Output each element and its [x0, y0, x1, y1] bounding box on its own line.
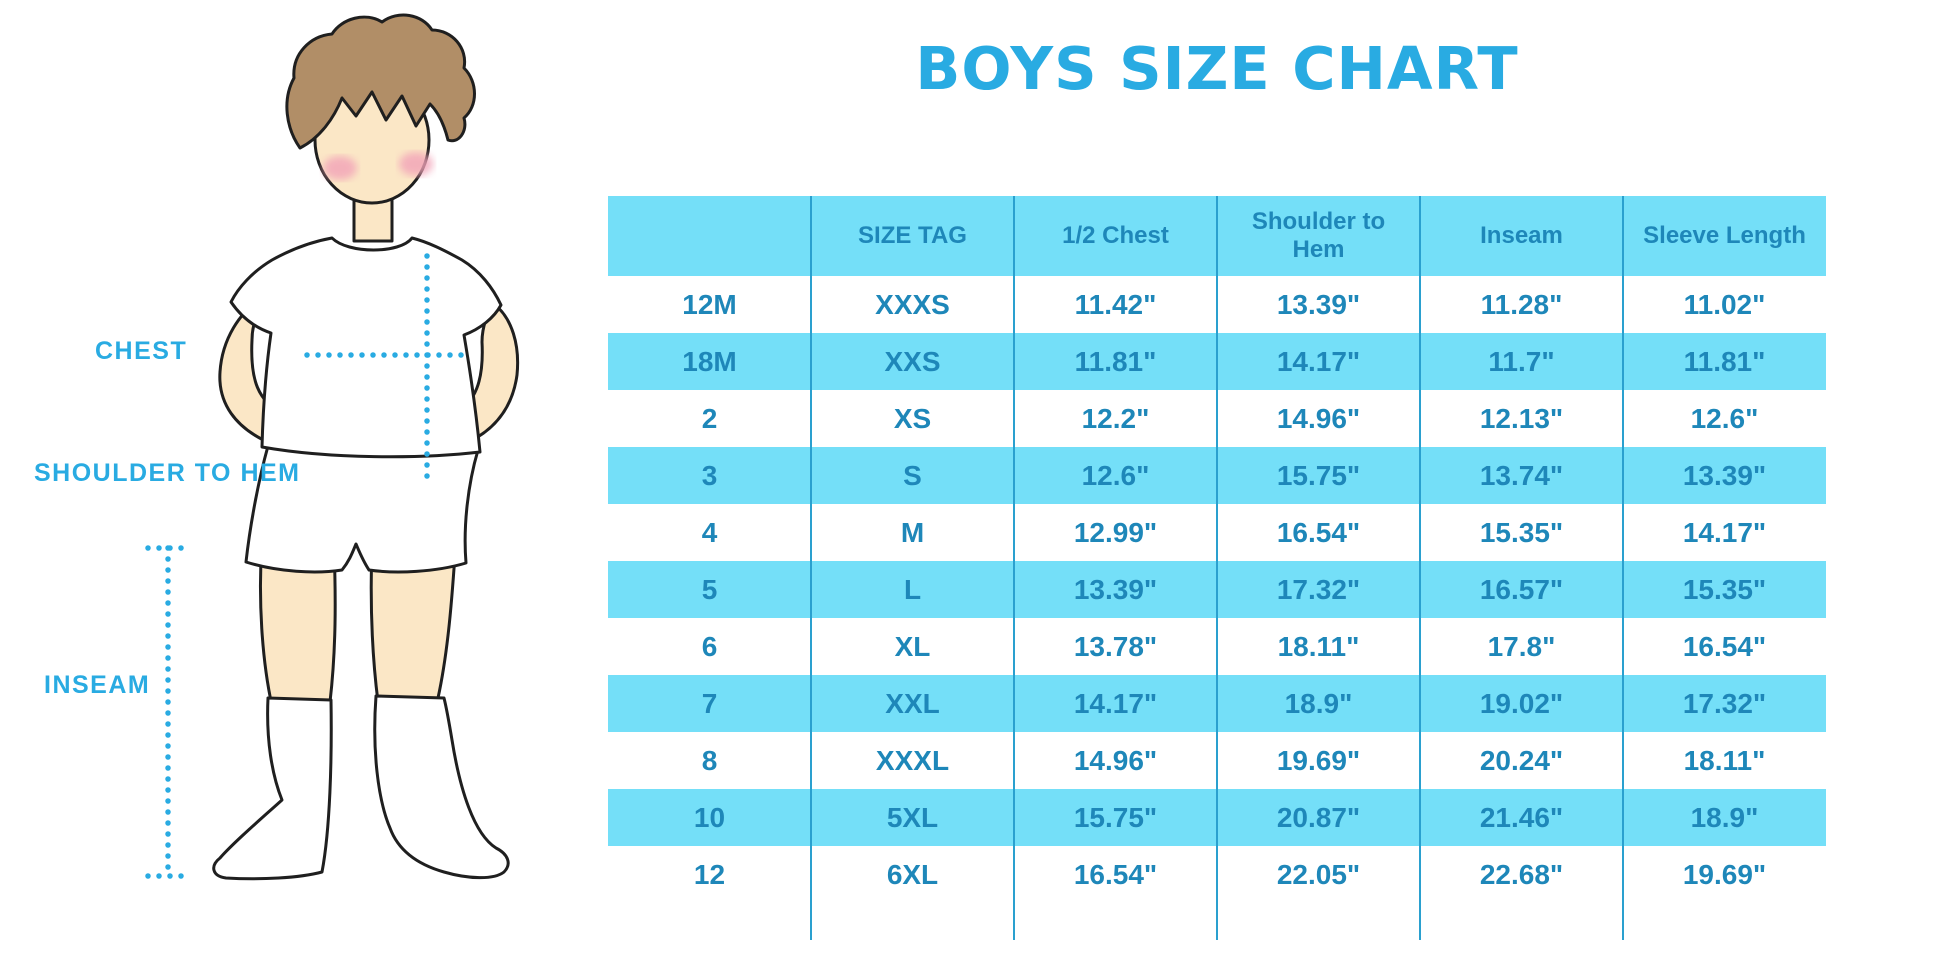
cheek-left — [323, 156, 357, 180]
value-cell: XL — [894, 630, 931, 662]
table-row: 6 XL 13.78" 18.11" 17.8" 16.54" — [608, 618, 1826, 675]
value-cell: 13.39" — [1073, 573, 1158, 605]
value-cell: 11.02" — [1683, 288, 1766, 320]
value-cell: XXS — [884, 345, 941, 377]
value-cell: 19.69" — [1682, 858, 1767, 890]
col-header-shoulder-to-hem: Shoulder to Hem — [1251, 208, 1386, 263]
value-cell: 15.75" — [1073, 801, 1158, 833]
value-cell: 11.7" — [1488, 345, 1555, 377]
value-cell: 19.69" — [1276, 744, 1361, 776]
sock-right — [373, 694, 510, 880]
value-cell: 15.35" — [1479, 516, 1564, 548]
value-cell: 13.78" — [1073, 630, 1158, 662]
value-cell: 11.81" — [1683, 345, 1766, 377]
size-table: SIZE TAG 1/2 Chest Shoulder to Hem Insea… — [608, 196, 1826, 940]
value-cell: 15.75" — [1276, 459, 1361, 491]
value-cell: 18.9" — [1284, 687, 1353, 719]
chest-label: CHEST — [95, 337, 188, 365]
value-cell: 16.57" — [1479, 573, 1564, 605]
value-cell: 11.28" — [1480, 288, 1563, 320]
size-cell: 7 — [701, 687, 718, 719]
table-row: 4 M 12.99" 16.54" 15.35" 14.17" — [608, 504, 1826, 561]
cheek-right — [399, 152, 433, 176]
shoulder-to-hem-label: SHOULDER TO HEM — [34, 459, 301, 487]
value-cell: M — [900, 516, 925, 548]
inseam-label: INSEAM — [44, 671, 151, 699]
value-cell: 14.17" — [1073, 687, 1158, 719]
size-cell: 18M — [682, 345, 737, 377]
size-cell: 6 — [701, 630, 718, 662]
boy-illustration — [145, 13, 520, 881]
value-cell: 11.42" — [1074, 288, 1157, 320]
value-cell: 15.35" — [1682, 573, 1767, 605]
value-cell: 17.8" — [1487, 630, 1556, 662]
value-cell: XXXS — [875, 288, 950, 320]
shirt — [229, 236, 503, 459]
value-cell: 20.24" — [1479, 744, 1564, 776]
col-header-inseam: Inseam — [1480, 222, 1563, 250]
col-header-sleeve-length: Sleeve Length — [1643, 222, 1806, 250]
value-cell: 14.17" — [1276, 345, 1361, 377]
value-cell: 16.54" — [1682, 630, 1767, 662]
sock-left — [212, 696, 333, 881]
value-cell: 11.81" — [1074, 345, 1157, 377]
value-cell: 12.13" — [1479, 402, 1564, 434]
value-cell: 14.17" — [1682, 516, 1767, 548]
value-cell: 17.32" — [1276, 573, 1361, 605]
value-cell: 19.02" — [1479, 687, 1564, 719]
value-cell: 21.46" — [1479, 801, 1564, 833]
column-divider — [1622, 196, 1624, 940]
column-divider — [810, 196, 812, 940]
table-row: 12M XXXS 11.42" 13.39" 11.28" 11.02" — [608, 276, 1826, 333]
value-cell: 12.6" — [1690, 402, 1759, 434]
value-cell: 12.2" — [1081, 402, 1150, 434]
value-cell: 12.6" — [1081, 459, 1150, 491]
value-cell: XXXL — [875, 744, 950, 776]
size-cell: 10 — [693, 801, 726, 833]
value-cell: 13.39" — [1682, 459, 1767, 491]
shorts — [244, 444, 480, 574]
column-divider — [1216, 196, 1218, 940]
value-cell: 22.68" — [1479, 858, 1564, 890]
col-header-half-chest: 1/2 Chest — [1062, 222, 1169, 250]
table-row: 12 6XL 16.54" 22.05" 22.68" 19.69" — [608, 846, 1826, 903]
value-cell: 14.96" — [1073, 744, 1158, 776]
value-cell: 13.39" — [1276, 288, 1361, 320]
value-cell: 22.05" — [1276, 858, 1361, 890]
value-cell: 13.74" — [1479, 459, 1564, 491]
col-header-size-tag: SIZE TAG — [858, 222, 967, 250]
value-cell: XS — [893, 402, 932, 434]
page-title: BOYS SIZE CHART — [915, 34, 1519, 103]
value-cell: L — [903, 573, 922, 605]
value-cell: 20.87" — [1276, 801, 1361, 833]
value-cell: 5XL — [886, 801, 939, 833]
size-cell: 3 — [701, 459, 718, 491]
size-cell: 12M — [682, 288, 737, 320]
value-cell: S — [903, 459, 922, 491]
table-row: 2 XS 12.2" 14.96" 12.13" 12.6" — [608, 390, 1826, 447]
column-divider — [1013, 196, 1015, 940]
value-cell: 18.9" — [1690, 801, 1759, 833]
value-cell: XXL — [885, 687, 940, 719]
table-row: 8 XXXL 14.96" 19.69" 20.24" 18.11" — [608, 732, 1826, 789]
size-cell: 2 — [701, 402, 718, 434]
value-cell: 17.32" — [1682, 687, 1767, 719]
value-cell: 18.11" — [1277, 630, 1360, 662]
size-cell: 12 — [693, 858, 726, 890]
value-cell: 16.54" — [1276, 516, 1361, 548]
value-cell: 16.54" — [1073, 858, 1158, 890]
column-divider — [1419, 196, 1421, 940]
size-cell: 5 — [701, 573, 718, 605]
size-cell: 8 — [701, 744, 718, 776]
value-cell: 12.99" — [1073, 516, 1158, 548]
value-cell: 6XL — [886, 858, 939, 890]
hair — [285, 13, 476, 150]
col-header-size — [608, 196, 811, 276]
size-cell: 4 — [701, 516, 718, 548]
value-cell: 18.11" — [1683, 744, 1766, 776]
value-cell: 14.96" — [1276, 402, 1361, 434]
